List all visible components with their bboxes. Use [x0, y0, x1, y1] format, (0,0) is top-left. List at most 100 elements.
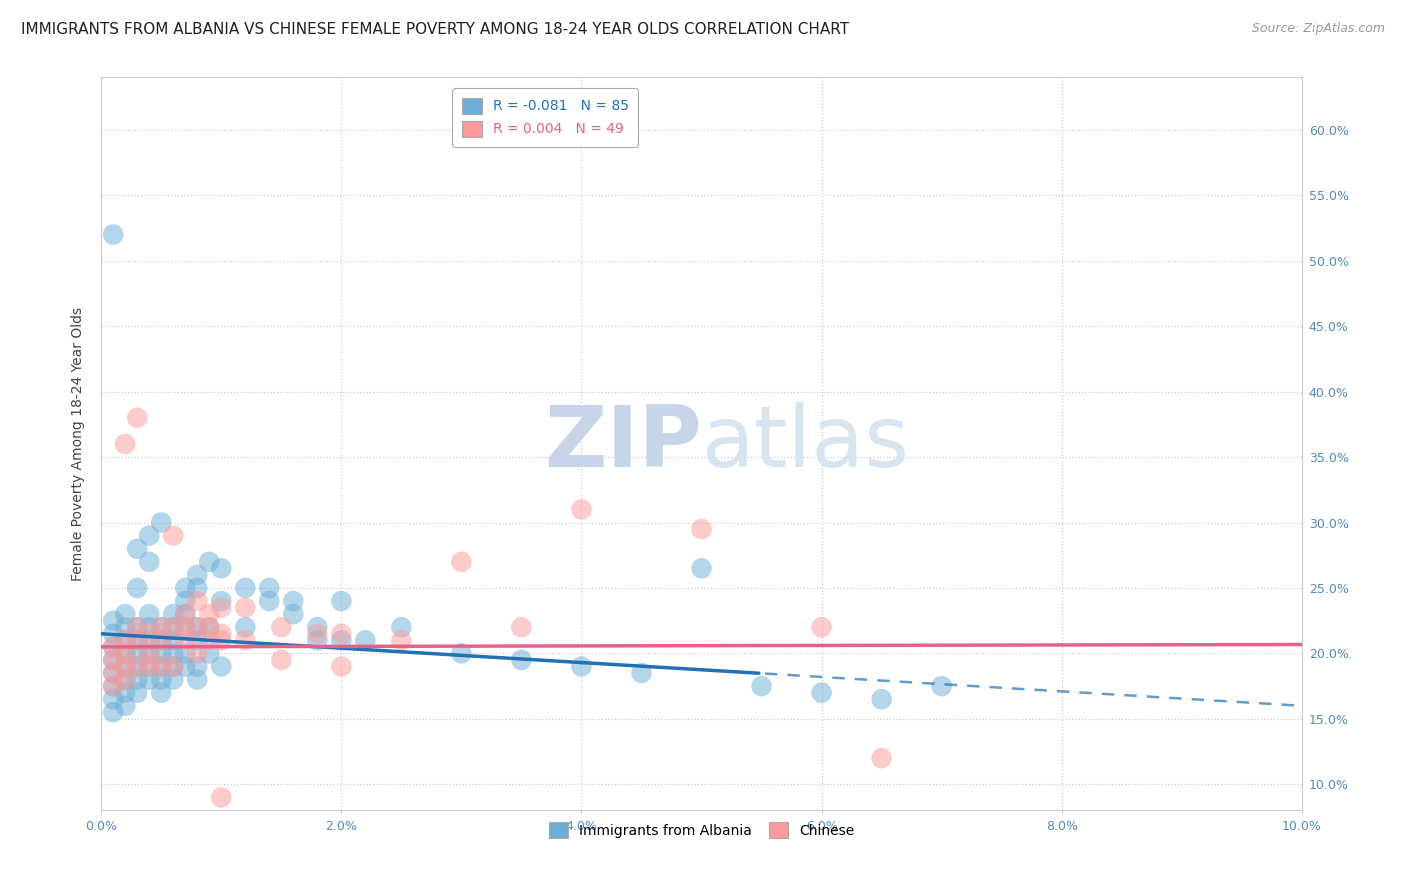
Point	[103, 706, 125, 720]
Point	[162, 673, 184, 687]
Point	[450, 647, 472, 661]
Point	[330, 659, 353, 673]
Point	[103, 666, 125, 681]
Point	[690, 561, 713, 575]
Point	[138, 659, 160, 673]
Point	[103, 679, 125, 693]
Point	[114, 633, 136, 648]
Point	[138, 633, 160, 648]
Point	[114, 607, 136, 621]
Point	[186, 633, 208, 648]
Point	[174, 647, 197, 661]
Point	[114, 686, 136, 700]
Point	[198, 555, 221, 569]
Point	[103, 679, 125, 693]
Point	[150, 659, 173, 673]
Point	[127, 620, 149, 634]
Point	[114, 659, 136, 673]
Point	[138, 528, 160, 542]
Point	[186, 594, 208, 608]
Point	[330, 594, 353, 608]
Point	[389, 620, 412, 634]
Point	[810, 620, 832, 634]
Point	[150, 633, 173, 648]
Point	[571, 659, 593, 673]
Point	[307, 627, 329, 641]
Point	[450, 555, 472, 569]
Point	[186, 581, 208, 595]
Point	[103, 640, 125, 654]
Point	[198, 620, 221, 634]
Point	[510, 653, 533, 667]
Point	[198, 633, 221, 648]
Point	[103, 614, 125, 628]
Point	[138, 555, 160, 569]
Point	[127, 659, 149, 673]
Legend: Immigrants from Albania, Chinese: Immigrants from Albania, Chinese	[543, 817, 860, 844]
Point	[138, 607, 160, 621]
Text: ZIP: ZIP	[544, 402, 702, 485]
Point	[186, 659, 208, 673]
Point	[174, 659, 197, 673]
Point	[162, 620, 184, 634]
Point	[354, 633, 377, 648]
Point	[209, 790, 232, 805]
Point	[114, 620, 136, 634]
Point	[174, 581, 197, 595]
Point	[690, 522, 713, 536]
Point	[186, 673, 208, 687]
Point	[174, 620, 197, 634]
Point	[127, 620, 149, 634]
Point	[209, 594, 232, 608]
Point	[103, 666, 125, 681]
Point	[138, 673, 160, 687]
Point	[162, 647, 184, 661]
Point	[810, 686, 832, 700]
Point	[150, 620, 173, 634]
Text: atlas: atlas	[702, 402, 910, 485]
Point	[127, 541, 149, 556]
Point	[114, 659, 136, 673]
Point	[198, 607, 221, 621]
Point	[162, 528, 184, 542]
Point	[138, 627, 160, 641]
Point	[162, 633, 184, 648]
Point	[138, 647, 160, 661]
Point	[127, 581, 149, 595]
Point	[233, 581, 256, 595]
Point	[127, 647, 149, 661]
Point	[103, 653, 125, 667]
Point	[114, 437, 136, 451]
Point	[114, 647, 136, 661]
Text: IMMIGRANTS FROM ALBANIA VS CHINESE FEMALE POVERTY AMONG 18-24 YEAR OLDS CORRELAT: IMMIGRANTS FROM ALBANIA VS CHINESE FEMAL…	[21, 22, 849, 37]
Point	[114, 633, 136, 648]
Point	[114, 647, 136, 661]
Point	[259, 594, 281, 608]
Point	[209, 561, 232, 575]
Point	[751, 679, 773, 693]
Point	[103, 653, 125, 667]
Point	[330, 627, 353, 641]
Point	[571, 502, 593, 516]
Text: Source: ZipAtlas.com: Source: ZipAtlas.com	[1251, 22, 1385, 36]
Point	[233, 620, 256, 634]
Point	[150, 620, 173, 634]
Point	[150, 647, 173, 661]
Point	[283, 594, 305, 608]
Point	[283, 607, 305, 621]
Point	[389, 633, 412, 648]
Y-axis label: Female Poverty Among 18-24 Year Olds: Female Poverty Among 18-24 Year Olds	[72, 307, 86, 581]
Point	[114, 673, 136, 687]
Point	[127, 686, 149, 700]
Point	[259, 581, 281, 595]
Point	[150, 633, 173, 648]
Point	[330, 633, 353, 648]
Point	[870, 692, 893, 706]
Point	[174, 607, 197, 621]
Point	[150, 516, 173, 530]
Point	[209, 659, 232, 673]
Point	[127, 410, 149, 425]
Point	[162, 659, 184, 673]
Point	[162, 659, 184, 673]
Point	[114, 698, 136, 713]
